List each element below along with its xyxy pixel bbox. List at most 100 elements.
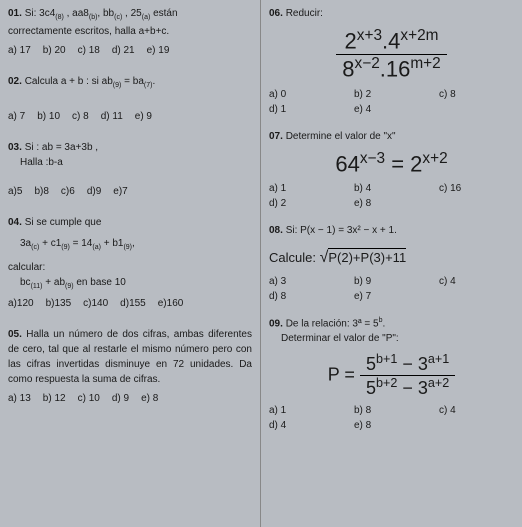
p5-oc: c) 10 <box>78 393 100 404</box>
p7-options: a) 1 b) 4 c) 16 d) 2 e) 8 <box>269 183 514 209</box>
p5-options: a) 13 b) 12 c) 10 d) 9 e) 8 <box>8 393 252 404</box>
p3-oa: a)5 <box>8 186 22 197</box>
p6-nae: x+3 <box>357 27 382 44</box>
p3-options: a)5 b)8 c)6 d)9 e)7 <box>8 186 252 197</box>
p6-oc: c) 8 <box>439 89 514 100</box>
p8-calc: Calcule: <box>269 250 316 265</box>
p6-options: a) 0 b) 2 c) 8 d) 1 e) 4 <box>269 89 514 115</box>
p8-num: 08. <box>269 225 283 236</box>
p4-eq-m2: = 14 <box>70 238 93 249</box>
p2-oa: a) 7 <box>8 111 25 122</box>
p5-text: Halla un número de dos cifras, ambas dif… <box>8 329 252 385</box>
p7-le: x−3 <box>360 150 385 167</box>
p2-t2: = ba <box>121 76 144 87</box>
p9-t1: De la relación: 3ª = 5 <box>286 318 379 329</box>
p1-oe: e) 19 <box>147 45 170 56</box>
p6-dae: x−2 <box>355 55 380 72</box>
p9-oa: a) 1 <box>269 405 344 416</box>
p8-text: Si: P(x − 1) = 3x² − x + 1. <box>286 225 397 236</box>
p7-oc: c) 16 <box>439 183 514 194</box>
p2-ob: b) 10 <box>37 111 60 122</box>
p1-ob: b) 20 <box>43 45 66 56</box>
p1-t5: están <box>150 8 177 19</box>
p8-oe: e) 7 <box>354 291 429 302</box>
p3-ob: b)8 <box>34 186 48 197</box>
p5-oe: e) 8 <box>141 393 158 404</box>
p7-re: x+2 <box>422 150 447 167</box>
p9-na: 5 <box>366 354 376 374</box>
p2-oe: e) 9 <box>135 111 152 122</box>
problem-08: 08. Si: P(x − 1) = 3x² − x + 1. Calcule:… <box>269 223 514 302</box>
p6-oa: a) 0 <box>269 89 344 100</box>
p6-num: 06. <box>269 8 283 19</box>
p2-t1: Calcula a + b : si ab <box>25 76 113 87</box>
p6-dbe: m+2 <box>410 55 440 72</box>
p1-s1: (8) <box>55 14 64 21</box>
p1-t3: , bb <box>97 8 114 19</box>
p7-oa: a) 1 <box>269 183 344 194</box>
problem-09: 09. De la relación: 3ª = 5b. Determinar … <box>269 316 514 431</box>
p2-t3: . <box>152 76 155 87</box>
p5-oa: a) 13 <box>8 393 31 404</box>
p9-options: a) 1 b) 8 c) 4 d) 4 e) 8 <box>269 405 514 431</box>
p9-nae: b+1 <box>376 352 397 366</box>
p4-ob: b)135 <box>46 298 72 309</box>
p8-rad: P(2)+P(3)+11 <box>328 248 406 265</box>
p2-od: d) 11 <box>101 111 123 122</box>
p4-eq-s2: (9) <box>61 244 70 251</box>
p7-rb: 2 <box>410 151 422 176</box>
p1-t4: , 25 <box>122 8 141 19</box>
p9-of <box>439 420 514 431</box>
p2-num: 02. <box>8 76 22 87</box>
p1-line2: correctamente escritos, halla a+b+c. <box>8 24 252 39</box>
p2-oc: c) 8 <box>72 111 89 122</box>
p4-calc: calcular: <box>8 260 252 275</box>
p7-eq: = <box>385 151 410 176</box>
p9-oe: e) 8 <box>354 420 429 431</box>
p7-od: d) 2 <box>269 198 344 209</box>
p5-num: 05. <box>8 329 22 340</box>
p4-num: 04. <box>8 217 22 228</box>
p6-nbe: x+2m <box>400 27 438 44</box>
p6-ob: b) 2 <box>354 89 429 100</box>
p7-ob: b) 4 <box>354 183 429 194</box>
p6-of <box>439 104 514 115</box>
p4-od: d)155 <box>120 298 146 309</box>
p6-text: Reducir: <box>286 8 323 19</box>
p9-da: 5 <box>366 378 376 398</box>
problem-01: 01. Si: 3c4(8) , aa8(b), bb(c) , 25(a) e… <box>8 6 252 60</box>
p9-dbe: a+2 <box>428 376 449 390</box>
p3-num: 03. <box>8 142 22 153</box>
p8-ob: b) 9 <box>354 276 429 287</box>
p4-eq-s3: (a) <box>92 244 101 251</box>
p7-text: Determine el valor de "x" <box>286 131 396 142</box>
p9-math: P = 5b+1 − 3a+1 5b+2 − 3a+2 <box>269 352 514 399</box>
p7-num: 07. <box>269 131 283 142</box>
p1-options: a) 17 b) 20 c) 18 d) 21 e) 19 <box>8 45 252 56</box>
p9-ob: b) 8 <box>354 405 429 416</box>
p6-nb: .4 <box>382 28 400 53</box>
p9-nm: − 3 <box>397 354 428 374</box>
p4-oe: e)160 <box>158 298 184 309</box>
p3-oc: c)6 <box>61 186 75 197</box>
p1-t1: Si: 3c4 <box>25 8 56 19</box>
p4-c2b: + ab <box>45 277 65 288</box>
problem-03: 03. Si : ab = 3a+3b , Halla :b-a a)5 b)8… <box>8 140 252 201</box>
p1-od: d) 21 <box>112 45 135 56</box>
p4-t1: Si se cumple que <box>25 217 102 228</box>
p1-oc: c) 18 <box>78 45 100 56</box>
p9-line2: Determinar el valor de "P": <box>281 331 514 346</box>
p8-of <box>439 291 514 302</box>
p3-line2: Halla :b-a <box>20 155 252 170</box>
p4-oa: a)120 <box>8 298 34 309</box>
left-column: 01. Si: 3c4(8) , aa8(b), bb(c) , 25(a) e… <box>0 0 261 527</box>
problem-07: 07. Determine el valor de "x" 64x−3 = 2x… <box>269 129 514 209</box>
p3-od: d)9 <box>87 186 101 197</box>
p6-na: 2 <box>345 28 357 53</box>
p3-oe: e)7 <box>113 186 127 197</box>
p4-c2a: bc <box>20 277 31 288</box>
p1-oa: a) 17 <box>8 45 31 56</box>
p4-c2c: en base 10 <box>76 277 126 288</box>
p9-nbe: a+1 <box>428 352 449 366</box>
p9-t2: . <box>383 318 386 329</box>
